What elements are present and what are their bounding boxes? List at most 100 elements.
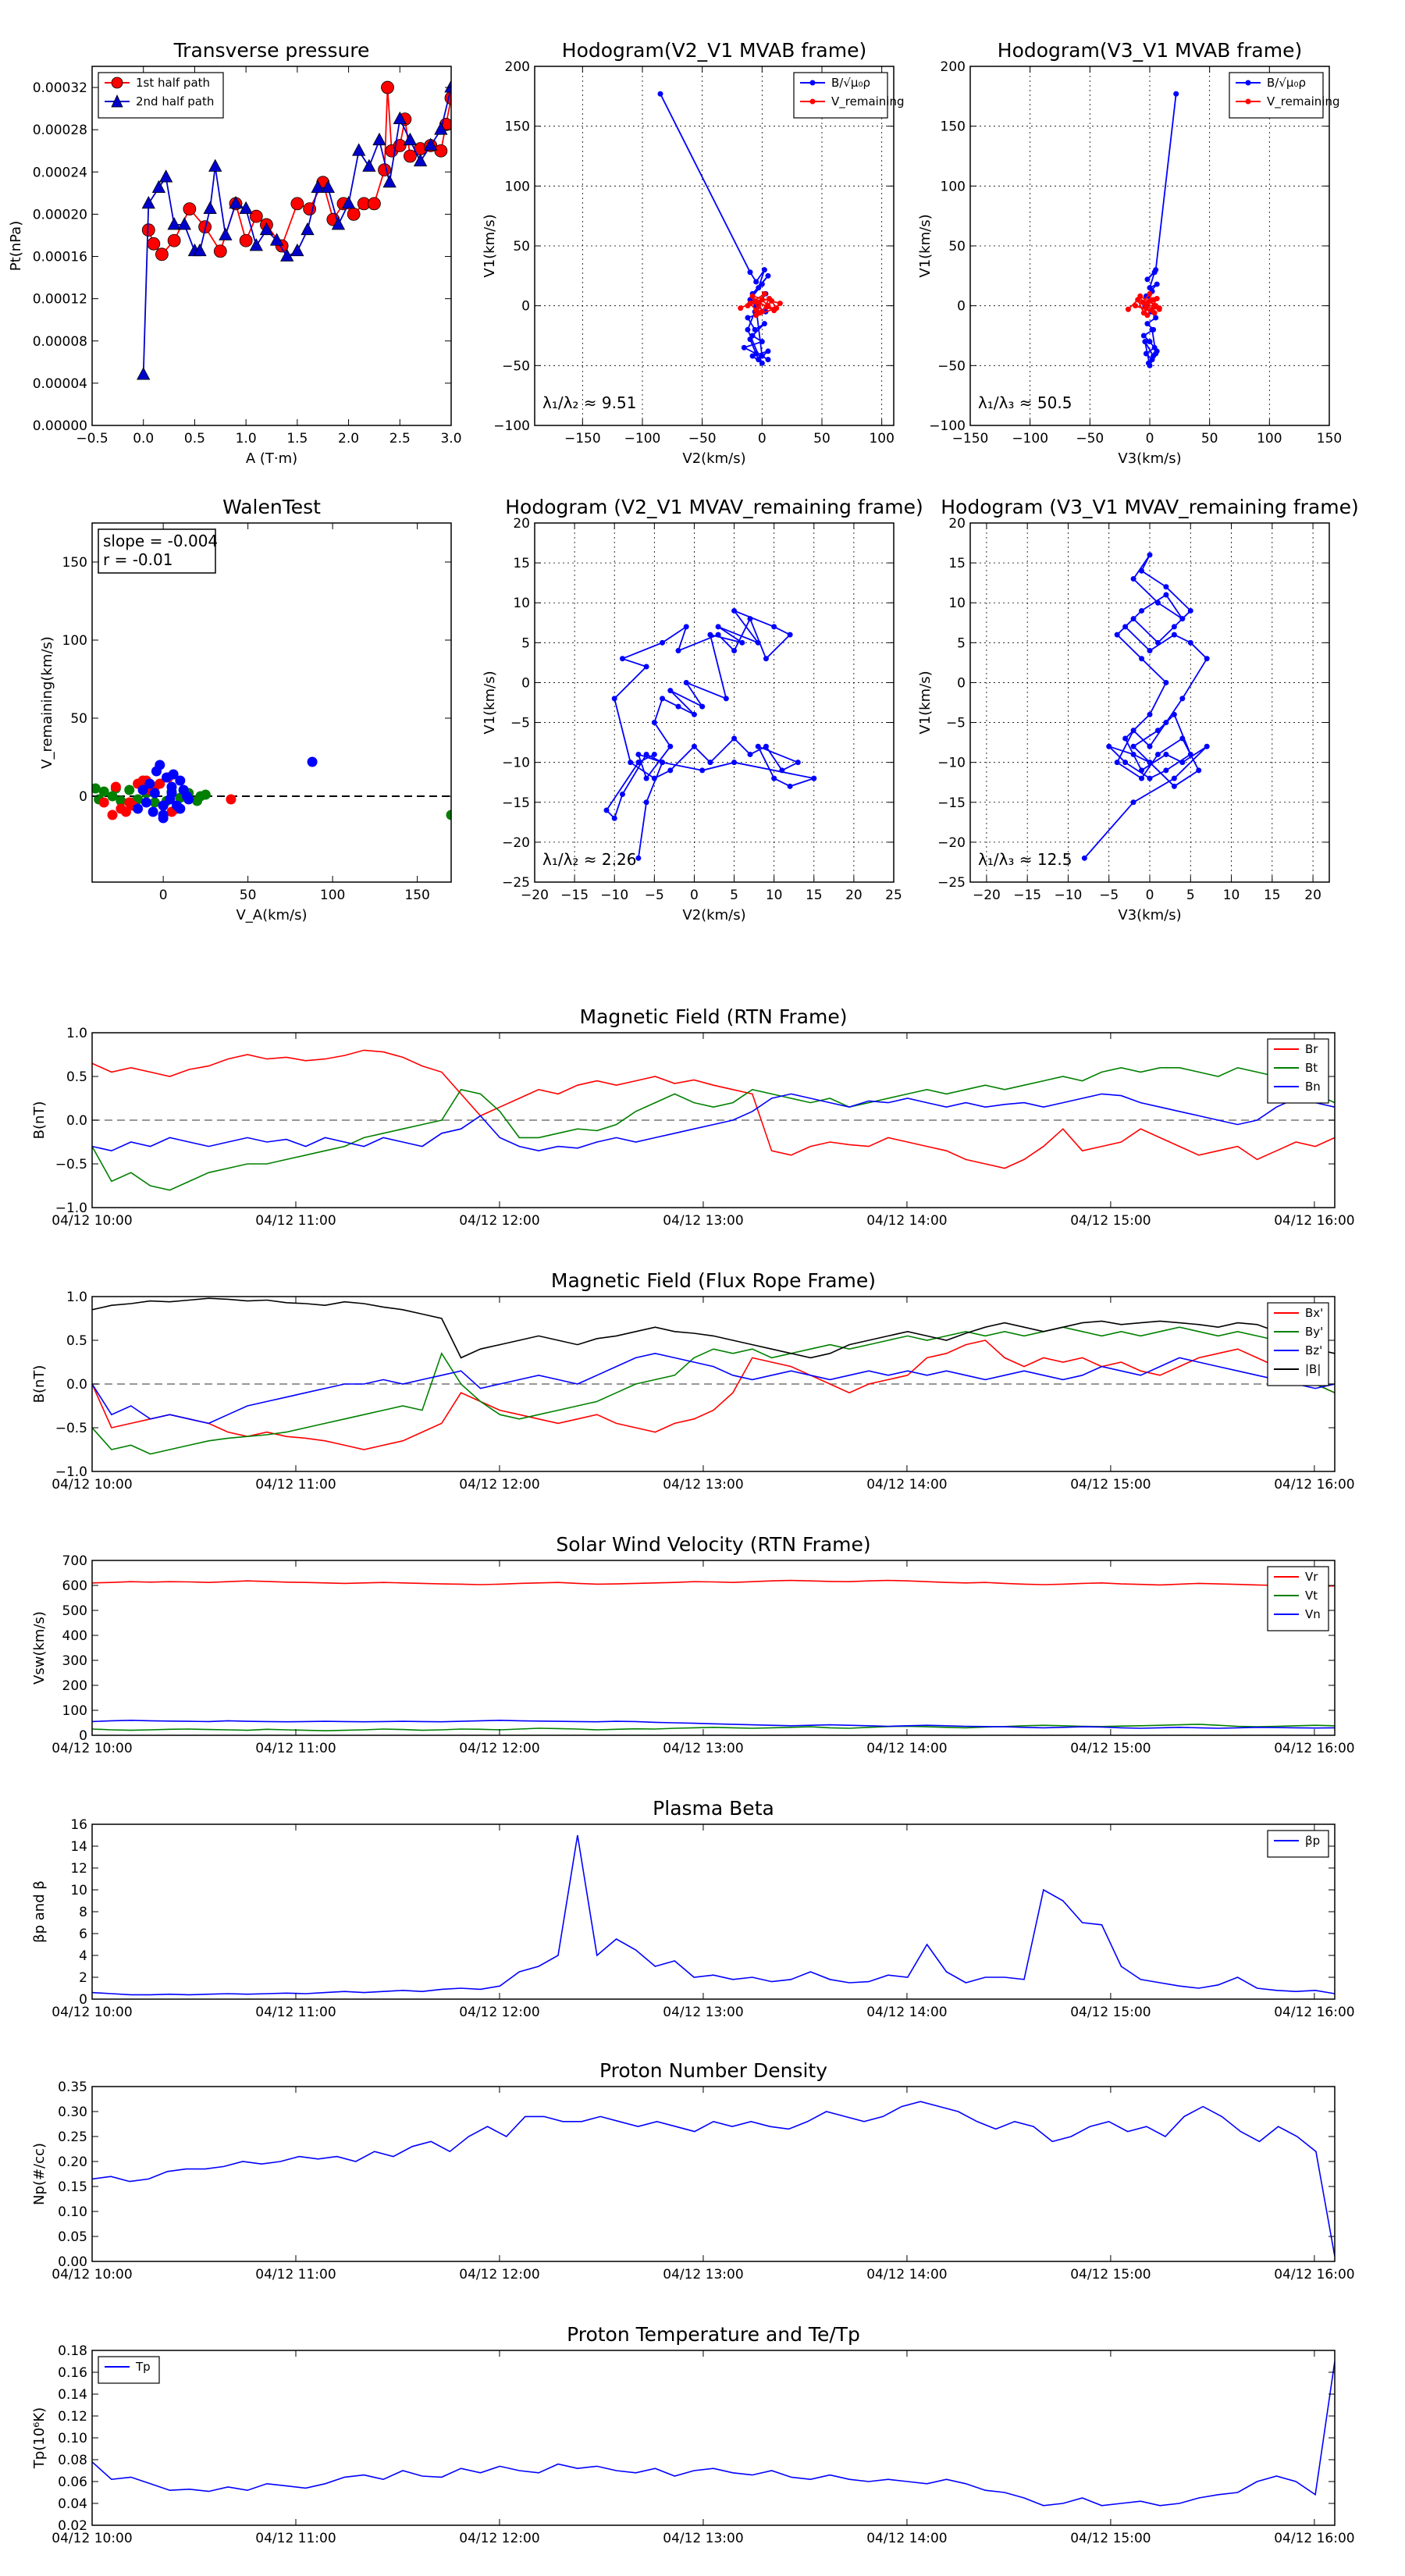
x-tick-label: 04/12 13:00 bbox=[663, 1213, 743, 1229]
y-tick-label: 0.02 bbox=[58, 2518, 87, 2534]
data-point bbox=[133, 803, 144, 814]
y-tick-label: 0.35 bbox=[58, 2080, 87, 2095]
stats-box bbox=[98, 528, 216, 574]
data-point bbox=[140, 797, 151, 808]
data-point bbox=[731, 607, 738, 614]
x-tick-label: 04/12 12:00 bbox=[459, 1477, 539, 1493]
y-tick-label: 0.0 bbox=[66, 1113, 87, 1129]
data-point bbox=[765, 348, 771, 354]
series-line-0 bbox=[92, 1579, 1335, 1588]
x-axis-label: V2(km/s) bbox=[682, 450, 745, 467]
x-tick-label: 0 bbox=[1146, 431, 1154, 447]
data-point bbox=[755, 743, 761, 749]
x-tick-label: −20 bbox=[521, 888, 549, 903]
data-point bbox=[149, 788, 160, 799]
x-tick-label: 04/12 13:00 bbox=[663, 2531, 743, 2546]
legend-marker bbox=[1245, 80, 1251, 86]
chart-title: Magnetic Field (RTN Frame) bbox=[580, 1005, 848, 1028]
y-tick-label: 0.00032 bbox=[33, 80, 87, 96]
y-tick-label: −20 bbox=[502, 835, 530, 851]
y-tick-label: 20 bbox=[948, 516, 966, 532]
data-point bbox=[137, 785, 148, 795]
plot-area bbox=[1081, 552, 1210, 861]
data-point bbox=[643, 799, 649, 806]
stats-line: slope = -0.004 bbox=[103, 532, 218, 550]
data-point bbox=[352, 143, 366, 156]
data-point bbox=[1130, 616, 1136, 622]
data-point bbox=[98, 797, 109, 808]
data-point bbox=[144, 778, 155, 789]
data-point bbox=[667, 688, 674, 694]
data-point bbox=[1147, 362, 1153, 368]
y-tick-label: −50 bbox=[937, 358, 966, 374]
legend-box bbox=[1267, 1302, 1329, 1386]
x-tick-label: 04/12 12:00 bbox=[459, 2005, 539, 2020]
data-point bbox=[249, 209, 263, 223]
x-tick-label: −5 bbox=[645, 888, 664, 903]
data-point bbox=[715, 624, 721, 630]
data-point bbox=[1154, 281, 1160, 287]
x-tick-label: 04/12 12:00 bbox=[459, 2267, 539, 2282]
data-point bbox=[1204, 743, 1210, 749]
y-axis-label: βp and β bbox=[31, 1880, 48, 1943]
data-point bbox=[1122, 735, 1129, 742]
data-point bbox=[178, 785, 189, 795]
series-line-0 bbox=[1083, 554, 1208, 859]
y-axis-label: V1(km/s) bbox=[482, 214, 498, 277]
plot-area bbox=[92, 2101, 1335, 2257]
y-tick-label: 0.00024 bbox=[33, 165, 87, 180]
x-tick-label: 04/12 12:00 bbox=[459, 1741, 539, 1756]
data-point bbox=[1153, 315, 1159, 321]
data-point bbox=[1179, 696, 1186, 702]
y-tick-label: 0.08 bbox=[58, 2453, 87, 2468]
data-point bbox=[382, 174, 397, 188]
x-tick-label: 20 bbox=[845, 888, 863, 903]
data-point bbox=[158, 800, 169, 811]
data-point bbox=[1173, 91, 1179, 97]
eigenvalue-ratio-label: λ₁/λ₃ ≈ 12.5 bbox=[978, 850, 1072, 869]
x-tick-label: −10 bbox=[1055, 888, 1083, 903]
legend-label: |B| bbox=[1305, 1362, 1321, 1376]
data-point bbox=[747, 751, 753, 757]
data-point bbox=[413, 153, 428, 167]
chart-title: Proton Number Density bbox=[599, 2059, 827, 2082]
data-point bbox=[1196, 767, 1202, 774]
data-point bbox=[1153, 350, 1159, 357]
legend: B/√μ₀ρ V_remaining bbox=[1229, 72, 1340, 119]
chart-hodo_v2r: Hodogram (V2_V1 MVAV_remaining frame) −20… bbox=[482, 496, 923, 923]
legend-label: 2nd half path bbox=[136, 94, 214, 109]
chart-mag_rtn: Magnetic Field (RTN Frame) 04/12 10:00 04/… bbox=[31, 1005, 1355, 1229]
x-tick-label: 25 bbox=[885, 888, 902, 903]
data-point bbox=[752, 298, 758, 304]
data-point bbox=[1154, 728, 1161, 734]
x-tick-label: 04/12 14:00 bbox=[866, 1477, 947, 1493]
data-point bbox=[424, 137, 438, 151]
y-axis-label: V1(km/s) bbox=[917, 671, 934, 734]
y-tick-label: 16 bbox=[70, 1817, 87, 1833]
x-tick-label: 04/12 10:00 bbox=[52, 1477, 132, 1493]
data-point bbox=[731, 735, 738, 742]
data-point bbox=[1179, 735, 1186, 742]
data-point bbox=[1139, 607, 1145, 614]
y-tick-label: 1.0 bbox=[66, 1290, 87, 1305]
x-tick-label: −50 bbox=[688, 431, 717, 447]
data-point bbox=[1114, 632, 1120, 638]
legend-box bbox=[98, 2356, 160, 2384]
x-tick-label: 04/12 15:00 bbox=[1070, 2005, 1151, 2020]
data-point bbox=[657, 91, 663, 97]
data-point bbox=[635, 760, 642, 766]
x-tick-label: −50 bbox=[1076, 431, 1104, 447]
plot-area bbox=[92, 1049, 1335, 1191]
data-point bbox=[368, 197, 381, 211]
data-point bbox=[167, 217, 181, 230]
y-tick-label: 0.00012 bbox=[33, 292, 87, 308]
eigenvalue-ratio-label: λ₁/λ₂ ≈ 2.26 bbox=[542, 850, 636, 869]
x-tick-label: 04/12 10:00 bbox=[52, 1741, 132, 1756]
data-point bbox=[675, 703, 681, 710]
data-point bbox=[723, 696, 729, 702]
x-tick-label: 15 bbox=[806, 888, 823, 903]
data-point bbox=[1133, 303, 1139, 309]
data-point bbox=[1143, 304, 1149, 310]
chart-hodo_v3: Hodogram(V3_V1 MVAB frame)−150 −100 −50 0 50… bbox=[917, 39, 1342, 467]
data-point bbox=[1081, 855, 1087, 861]
